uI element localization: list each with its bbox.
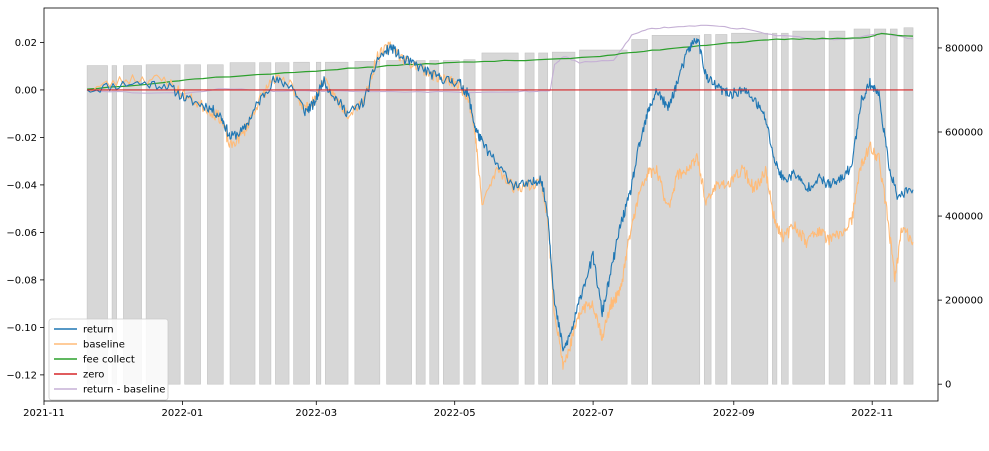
x-tick-label: 2022-01 xyxy=(162,408,204,419)
left-y-axis: 0.02 0.00 −0.02 −0.04 −0.06 −0.08 −0.10 −0.12 xyxy=(6,38,44,381)
plot-frame xyxy=(43,7,939,402)
bar-27 xyxy=(731,32,769,385)
lines-layer xyxy=(86,24,914,370)
legend-label: return xyxy=(83,325,114,336)
right-tick-label: 800000 xyxy=(945,43,983,54)
bar-34 xyxy=(890,28,898,385)
x-tick-label: 2022-05 xyxy=(434,408,476,419)
plot-area xyxy=(43,7,939,402)
bar-17 xyxy=(463,59,476,385)
bar-13 xyxy=(386,60,412,385)
x-tick-label: 2021-11 xyxy=(23,408,65,419)
bar-10 xyxy=(315,61,322,385)
series-line-return xyxy=(86,37,914,352)
left-tick-label: −0.06 xyxy=(6,228,37,239)
bar-8 xyxy=(275,62,290,385)
bar-25 xyxy=(703,34,712,385)
bar-7 xyxy=(259,62,272,385)
x-tick-label: 2022-11 xyxy=(851,408,893,419)
left-tick-label: −0.04 xyxy=(6,180,37,191)
series-line-fee-collect xyxy=(87,32,914,90)
x-tick-label: 2022-09 xyxy=(713,408,755,419)
left-tick-label: 0.00 xyxy=(15,85,37,96)
bar-9 xyxy=(293,61,310,385)
legend-label: zero xyxy=(83,370,104,381)
legend-label: fee collect xyxy=(83,355,135,366)
left-tick-label: −0.10 xyxy=(6,323,37,334)
right-tick-label: 0 xyxy=(945,380,951,391)
bar-4 xyxy=(184,64,201,385)
bar-35 xyxy=(903,27,914,385)
right-tick-label: 600000 xyxy=(945,127,983,138)
bar-19 xyxy=(524,52,535,385)
legend-label: baseline xyxy=(83,340,125,351)
bar-15 xyxy=(429,60,440,385)
bar-6 xyxy=(229,62,256,385)
x-axis: 2021-11 2022-01 2022-03 2022-05 2022-07 2022-… xyxy=(23,401,893,419)
bar-12 xyxy=(354,61,381,385)
bar-20 xyxy=(538,52,549,385)
bar-26 xyxy=(715,34,728,385)
bar-14 xyxy=(415,60,426,385)
bar-28 xyxy=(772,32,778,385)
right-tick-label: 400000 xyxy=(945,212,983,223)
left-tick-label: 0.02 xyxy=(15,38,37,49)
left-tick-label: −0.02 xyxy=(6,133,37,144)
bar-30 xyxy=(792,30,825,385)
right-tick-label: 200000 xyxy=(945,296,983,307)
x-tick-label: 2022-03 xyxy=(295,408,337,419)
left-tick-label: −0.08 xyxy=(6,275,37,286)
bar-18 xyxy=(481,52,519,385)
bar-22 xyxy=(579,49,628,385)
bar-16 xyxy=(443,60,460,385)
bar-23 xyxy=(631,39,648,385)
bar-5 xyxy=(207,64,224,385)
bar-21 xyxy=(551,51,576,385)
bar-33 xyxy=(874,28,887,385)
bar-31 xyxy=(828,30,846,385)
legend-box xyxy=(48,318,169,401)
right-y-axis: 0 200000 400000 600000 800000 xyxy=(938,43,983,391)
bar-32 xyxy=(853,28,871,385)
legend-label: return - baseline xyxy=(83,385,165,396)
x-tick-label: 2022-07 xyxy=(572,408,614,419)
left-tick-label: −0.12 xyxy=(6,370,37,381)
bar-29 xyxy=(781,32,789,385)
bar-11 xyxy=(325,61,349,385)
bars-layer xyxy=(86,27,914,385)
legend: return baseline fee collect zero return - ba… xyxy=(48,318,169,401)
